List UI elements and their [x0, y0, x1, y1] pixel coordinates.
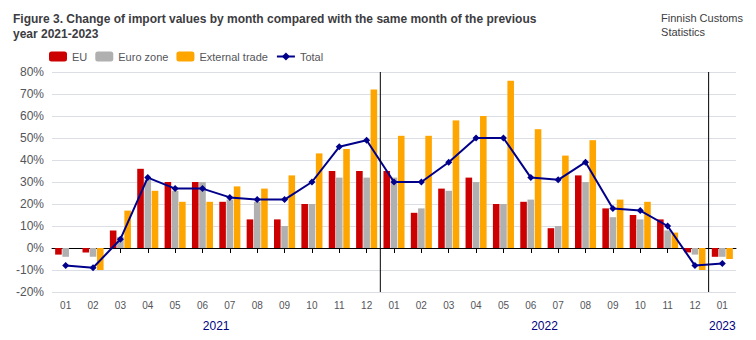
svg-text:70%: 70% — [20, 87, 44, 101]
svg-text:07: 07 — [224, 300, 236, 311]
svg-text:08: 08 — [252, 300, 264, 311]
svg-text:12: 12 — [361, 300, 373, 311]
svg-text:2022: 2022 — [531, 319, 558, 333]
svg-text:50%: 50% — [20, 131, 44, 145]
svg-text:year 2021-2023: year 2021-2023 — [13, 27, 99, 41]
svg-text:Total: Total — [300, 51, 323, 63]
svg-text:06: 06 — [197, 300, 209, 311]
svg-text:10%: 10% — [20, 219, 44, 233]
svg-text:07: 07 — [553, 300, 565, 311]
svg-text:12: 12 — [689, 300, 701, 311]
svg-text:30%: 30% — [20, 175, 44, 189]
svg-text:80%: 80% — [20, 65, 44, 79]
svg-text:05: 05 — [498, 300, 510, 311]
svg-text:06: 06 — [525, 300, 537, 311]
svg-text:04: 04 — [142, 300, 154, 311]
svg-text:10: 10 — [306, 300, 318, 311]
svg-text:01: 01 — [388, 300, 400, 311]
svg-text:03: 03 — [115, 300, 127, 311]
svg-text:04: 04 — [471, 300, 483, 311]
svg-text:11: 11 — [662, 300, 673, 311]
svg-text:-20%: -20% — [16, 285, 44, 299]
svg-text:0%: 0% — [27, 241, 45, 255]
svg-text:09: 09 — [279, 300, 291, 311]
svg-text:Figure 3. Change of import val: Figure 3. Change of import values by mon… — [13, 12, 537, 26]
svg-text:02: 02 — [416, 300, 428, 311]
svg-text:09: 09 — [607, 300, 619, 311]
svg-text:08: 08 — [580, 300, 592, 311]
svg-text:2023: 2023 — [709, 319, 736, 333]
svg-text:Statistics: Statistics — [661, 26, 706, 38]
svg-text:20%: 20% — [20, 197, 44, 211]
svg-text:01: 01 — [60, 300, 72, 311]
svg-text:-10%: -10% — [16, 263, 44, 277]
svg-text:Finnish Customs: Finnish Customs — [661, 12, 743, 24]
svg-text:2021: 2021 — [203, 319, 230, 333]
svg-text:01: 01 — [717, 300, 729, 311]
svg-text:11: 11 — [334, 300, 345, 311]
svg-text:02: 02 — [87, 300, 99, 311]
svg-text:03: 03 — [443, 300, 455, 311]
svg-text:Euro zone: Euro zone — [118, 51, 168, 63]
svg-text:60%: 60% — [20, 109, 44, 123]
svg-text:05: 05 — [170, 300, 182, 311]
svg-text:EU: EU — [72, 51, 87, 63]
svg-text:External trade: External trade — [199, 51, 267, 63]
svg-text:40%: 40% — [20, 153, 44, 167]
svg-text:10: 10 — [635, 300, 647, 311]
